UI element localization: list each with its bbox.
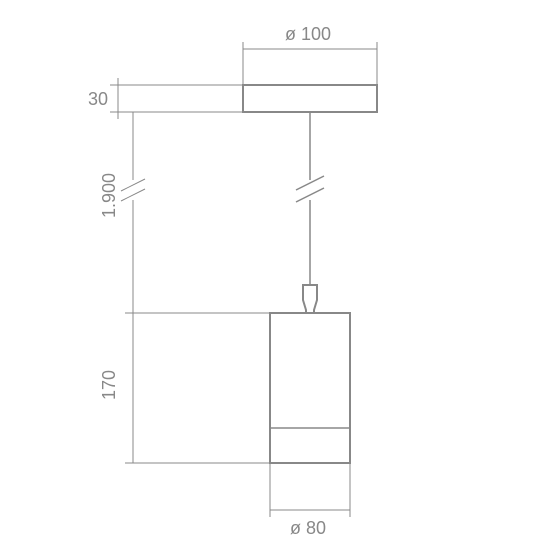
cable-length-label: 1.900: [99, 173, 119, 218]
lamp-body: [270, 313, 350, 463]
cable: [296, 112, 324, 285]
cable-length-dimension: 1.900: [99, 112, 270, 313]
body-height-label: 170: [99, 370, 119, 400]
connector: [303, 285, 317, 313]
top-diameter-label: ø 100: [285, 24, 331, 44]
pendant-lamp-drawing: ø 100 30 1.900: [0, 0, 550, 550]
canopy-height-dimension: 30: [88, 78, 243, 119]
canopy-height-label: 30: [88, 89, 108, 109]
bottom-diameter-dimension: ø 80: [270, 463, 350, 538]
canopy: [243, 85, 377, 112]
body-height-dimension: 170: [99, 313, 270, 463]
top-diameter-dimension: ø 100: [243, 24, 377, 85]
bottom-diameter-label: ø 80: [290, 518, 326, 538]
